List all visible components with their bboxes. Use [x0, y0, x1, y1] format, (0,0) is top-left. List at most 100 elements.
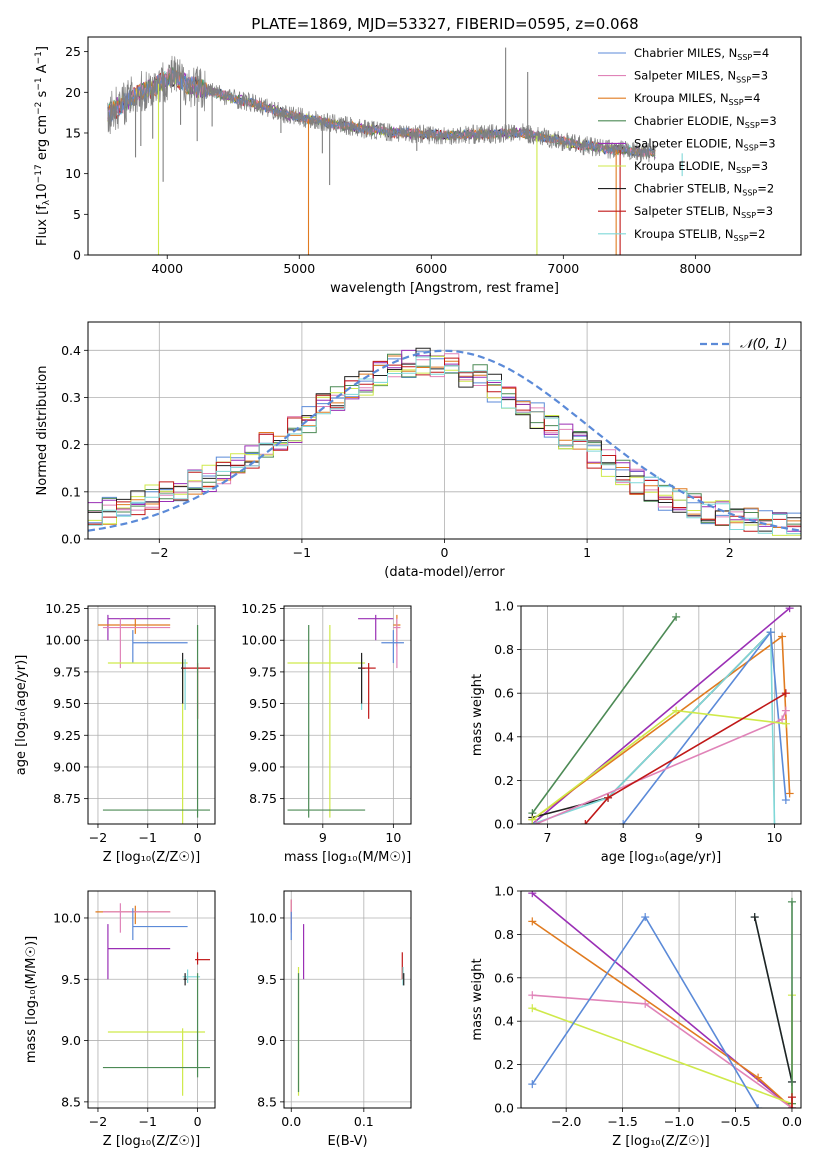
legend-subscript: SSP — [742, 189, 757, 198]
y-axis-label: age [log₁₀(age/yr)] — [14, 655, 29, 776]
age_vs_mass-panel: 9 10 8.75 9.00 9.25 9.50 9.75 10.00 10.25 mass [l… — [241, 601, 412, 865]
y-tick-label: 9.0 — [61, 1033, 81, 1048]
legend-subscript: SSP — [734, 234, 749, 243]
x-tick-label: −1 — [293, 545, 311, 560]
x-tick-label: 0.0 — [782, 1114, 802, 1129]
weight-marker — [785, 789, 794, 798]
legend-text: =3 — [759, 136, 776, 150]
y-tick-label: 0 — [73, 248, 81, 263]
y-tick-label: 0.2 — [61, 437, 81, 452]
legend-entry: Kroupa MILES, NSSP=4 — [634, 91, 760, 107]
legend-entry: Salpeter ELODIE, NSSP=3 — [634, 136, 776, 152]
x-axis-label: wavelength [Angstrom, rest frame] — [330, 281, 559, 296]
legend-entry: Chabrier STELIB, NSSP=2 — [634, 182, 774, 198]
weight-marker — [754, 1104, 763, 1108]
weight-marker — [532, 820, 541, 824]
y-label-part: ] — [35, 46, 50, 51]
weight-marker — [778, 632, 787, 641]
x-tick-label: 4000 — [151, 261, 183, 276]
x-tick-label: 7 — [544, 830, 552, 845]
legend-subscript: SSP — [736, 166, 751, 175]
weight-marker — [787, 1104, 796, 1108]
errorbar-point-chabrier_miles — [132, 630, 188, 664]
legend-entry: Chabrier ELODIE, NSSP=3 — [634, 114, 777, 130]
weight_vs_age-plot-area — [528, 606, 794, 824]
y-tick-label: 9.50 — [53, 696, 81, 711]
y-axis-label: mass [log₁₀(M/M☉)] — [24, 936, 39, 1063]
legend-subscript: SSP — [737, 53, 752, 62]
x-tick-label: 10 — [767, 830, 783, 845]
legend-subscript: SSP — [741, 211, 756, 220]
errorbar-point-salpeter_stelib — [182, 663, 211, 719]
age_vs_Z-plot-area — [97, 614, 211, 824]
y-tick-label: 0.8 — [494, 927, 514, 942]
legend-text: =3 — [760, 114, 777, 128]
x-tick-label: −2.0 — [551, 1114, 581, 1129]
figure-title: PLATE=1869, MJD=53327, FIBERID=0595, z=0… — [251, 15, 638, 33]
weight-marker — [528, 1004, 537, 1013]
legend-entry: Salpeter STELIB, NSSP=3 — [634, 204, 773, 220]
y-tick-label: 0.1 — [61, 484, 81, 499]
weight-marker — [785, 606, 794, 613]
errorbar-point-kroupa_miles — [97, 618, 171, 634]
legend-text: Chabrier STELIB, N — [634, 182, 742, 196]
errorbar-point-salpeter_elodie — [107, 924, 171, 980]
y-tick-label: 8.75 — [53, 791, 81, 806]
weight-line-chabrier_elodie — [531, 616, 677, 814]
legend-text: =3 — [751, 159, 768, 173]
x-tick-label: 5000 — [283, 261, 315, 276]
x-tick-label: 8 — [619, 830, 627, 845]
errorbar-point-chabrier_elodie — [102, 625, 211, 818]
x-tick-label: 9 — [319, 830, 327, 845]
legend-entry: Chabrier MILES, NSSP=4 — [634, 46, 769, 62]
y-label-part: Flux [f — [35, 205, 50, 246]
x-tick-label: 6000 — [415, 261, 447, 276]
legend-subscript: SSP — [729, 98, 744, 107]
y-axis-label: mass weight — [470, 674, 485, 756]
weight-marker — [766, 628, 775, 637]
axes-frame — [520, 605, 802, 825]
errorbar-point-chabrier_elodie — [102, 973, 211, 1078]
y-tick-label: 10.0 — [53, 910, 81, 925]
errorbar-point-chabrier_stelib — [183, 973, 187, 986]
y-axis-label: Flux [fλ10−17 erg cm−2 s−1 A−1] — [34, 46, 52, 246]
y-label-part: −1 — [34, 51, 44, 64]
mass_vs_Z-plot-area — [95, 903, 211, 1096]
y-label-part: −1 — [34, 77, 44, 90]
weight_vs_age-panel: 7 8 9 10 0.0 0.2 0.4 0.6 0.8 1.0 age [log₁₀(age/yr… — [470, 599, 802, 865]
weight_vs_Z-panel: −2.0 −1.5 −1.0 −0.5 0.0 0.0 0.2 0.4 0.6 0.8 1.0 Z [… — [470, 884, 802, 1150]
spectrum-panel: 4000 5000 6000 7000 8000 0 5 10 15 20 25 wavelength… — [34, 36, 802, 296]
x-tick-label: −1 — [139, 830, 157, 845]
axes-frame — [87, 321, 802, 540]
y-tick-label: 10.25 — [241, 601, 277, 616]
axes-frame — [87, 605, 216, 825]
residuals-plot-area — [88, 347, 801, 539]
y-tick-label: 0.3 — [61, 390, 81, 405]
x-axis-label: age [log₁₀(age/yr)] — [601, 850, 722, 865]
weight-marker — [619, 820, 628, 824]
weight-marker — [787, 897, 796, 906]
weight-marker — [781, 719, 790, 728]
legend-text: =3 — [751, 69, 768, 83]
weight-marker — [778, 715, 787, 724]
y-tick-label: 9.00 — [53, 759, 81, 774]
y-tick-label: 1.0 — [494, 599, 514, 614]
x-tick-label: 0.0 — [281, 1114, 301, 1129]
y-tick-label: 8.5 — [257, 1094, 277, 1109]
errorbar-point-salpeter_miles — [102, 618, 171, 669]
spectrum-plot-area — [107, 47, 683, 255]
legend-text: Salpeter STELIB, N — [634, 204, 741, 218]
mass_vs_Z-panel: −2 −1 0 8.5 9.0 9.5 10.0 Z [log₁₀(Z/Z☉)] mass [l… — [24, 890, 216, 1149]
legend-text: =3 — [756, 204, 773, 218]
errorbar-point-salpeter_stelib — [195, 952, 211, 965]
y-tick-label: 0.4 — [494, 1014, 514, 1029]
legend-text: =2 — [757, 182, 774, 196]
weight-marker — [641, 913, 650, 922]
histogram-kroupa_stelib — [88, 356, 801, 539]
weight-marker — [581, 820, 590, 824]
weight-marker — [528, 917, 537, 926]
y-label-part: −17 — [34, 164, 44, 183]
weight-marker — [528, 1080, 537, 1089]
x-axis-label: mass [log₁₀(M/M☉)] — [284, 850, 411, 865]
x-tick-label: 9 — [695, 830, 703, 845]
